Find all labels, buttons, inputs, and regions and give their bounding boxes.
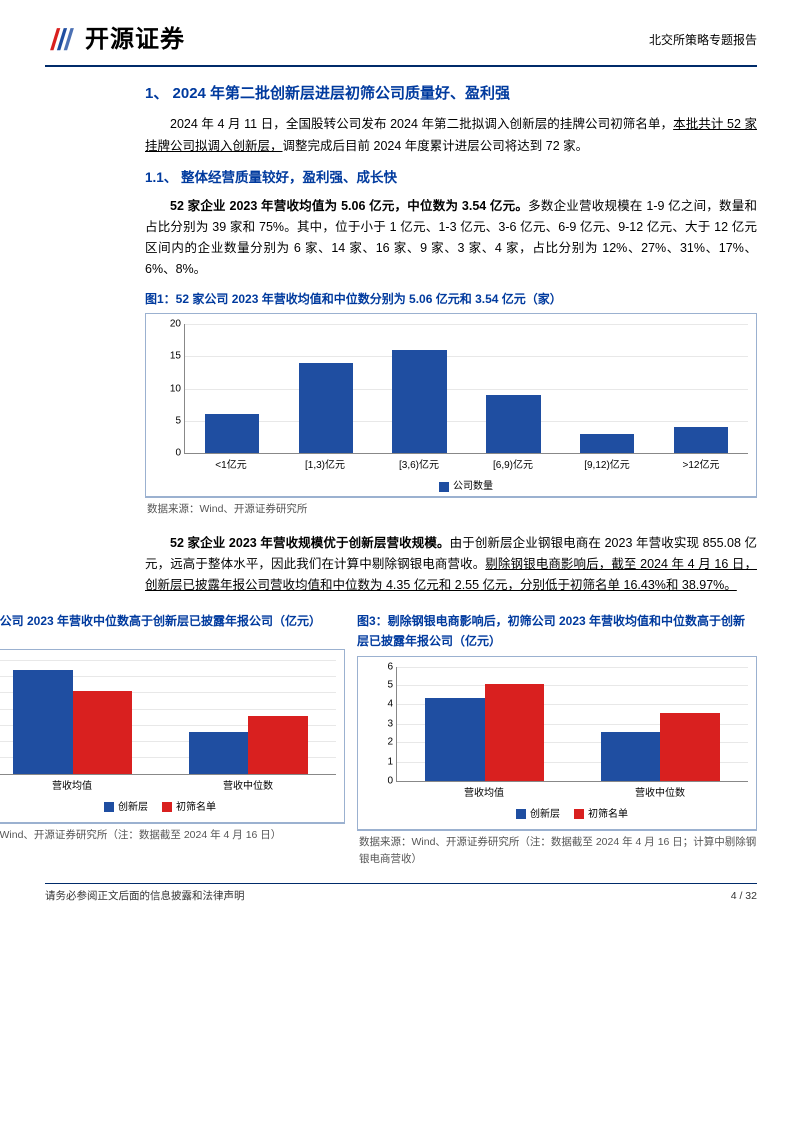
body-paragraph: 52 家企业 2023 年营收均值为 5.06 亿元，中位数为 3.54 亿元。… bbox=[145, 196, 757, 281]
figure1-frame: 05101520<1亿元[1,3)亿元[3,6)亿元[6,9)亿元[9,12)亿… bbox=[145, 313, 757, 497]
figure2-source: 数据来源：Wind、开源证券研究所（注：数据截至 2024 年 4 月 16 日… bbox=[0, 823, 345, 845]
figure3-source: 数据来源：Wind、开源证券研究所（注：数据截至 2024 年 4 月 16 日… bbox=[357, 830, 757, 870]
org-name: 开源证券 bbox=[85, 20, 185, 61]
figure2-chart: 01234567营收均值营收中位数创新层初筛名单 bbox=[0, 656, 340, 816]
page-number: 4 / 32 bbox=[731, 888, 757, 906]
figure3-frame: 0123456营收均值营收中位数创新层初筛名单 bbox=[357, 656, 757, 830]
subsection-title: 1.1、 整体经营质量较好，盈利强、成长快 bbox=[145, 167, 757, 190]
figure3-chart: 0123456营收均值营收中位数创新层初筛名单 bbox=[362, 663, 752, 823]
figure3-caption: 图3：剔除钢银电商影响后，初筛公司 2023 年营收均值和中位数高于创新层已披露… bbox=[357, 611, 757, 652]
intro-paragraph: 2024 年 4 月 11 日，全国股转公司发布 2024 年第二批拟调入创新层… bbox=[145, 114, 757, 157]
header-rule bbox=[45, 65, 757, 67]
org-logo-block: 开源证券 bbox=[45, 20, 185, 61]
main-column: 1、 2024 年第二批创新层进层初筛公司质量好、盈利强 2024 年 4 月 … bbox=[45, 81, 757, 597]
body-paragraph: 52 家企业 2023 年营收规模优于创新层营收规模。由于创新层企业钢银电商在 … bbox=[145, 533, 757, 597]
figure3-column: 图3：剔除钢银电商影响后，初筛公司 2023 年营收均值和中位数高于创新层已披露… bbox=[357, 603, 757, 869]
figure1-chart: 05101520<1亿元[1,3)亿元[3,6)亿元[6,9)亿元[9,12)亿… bbox=[150, 320, 752, 490]
text-fragment: 调整完成后目前 2024 年度累计进层公司将达到 72 家。 bbox=[283, 139, 589, 153]
figure2-frame: 01234567营收均值营收中位数创新层初筛名单 bbox=[0, 649, 345, 823]
figure-row: 图2：初筛公司 2023 年营收中位数高于创新层已披露年报公司（亿元） 0123… bbox=[0, 603, 757, 869]
text-bold: 52 家企业 2023 年营收均值为 5.06 亿元，中位数为 3.54 亿元。 bbox=[170, 199, 528, 213]
figure1-caption: 图1：52 家公司 2023 年营收均值和中位数分别为 5.06 亿元和 3.5… bbox=[145, 289, 757, 309]
text-bold: 52 家企业 2023 年营收规模优于创新层营收规模。 bbox=[170, 536, 450, 550]
section-title: 1、 2024 年第二批创新层进层初筛公司质量好、盈利强 bbox=[145, 81, 757, 107]
figure2-column: 图2：初筛公司 2023 年营收中位数高于创新层已披露年报公司（亿元） 0123… bbox=[0, 603, 345, 869]
page-footer: 请务必参阅正文后面的信息披露和法律声明 4 / 32 bbox=[45, 884, 757, 906]
figure2-caption: 图2：初筛公司 2023 年营收中位数高于创新层已披露年报公司（亿元） bbox=[0, 611, 345, 645]
report-page: 开源证券 北交所策略专题报告 1、 2024 年第二批创新层进层初筛公司质量好、… bbox=[0, 0, 802, 1133]
org-logo-icon bbox=[45, 23, 79, 57]
report-category: 北交所策略专题报告 bbox=[649, 30, 757, 50]
footer-disclaimer: 请务必参阅正文后面的信息披露和法律声明 bbox=[45, 888, 245, 906]
figure1-source: 数据来源：Wind、开源证券研究所 bbox=[145, 497, 757, 519]
text-fragment: 2024 年 4 月 11 日，全国股转公司发布 2024 年第二批拟调入创新层… bbox=[170, 117, 673, 131]
page-header: 开源证券 北交所策略专题报告 bbox=[45, 20, 757, 61]
